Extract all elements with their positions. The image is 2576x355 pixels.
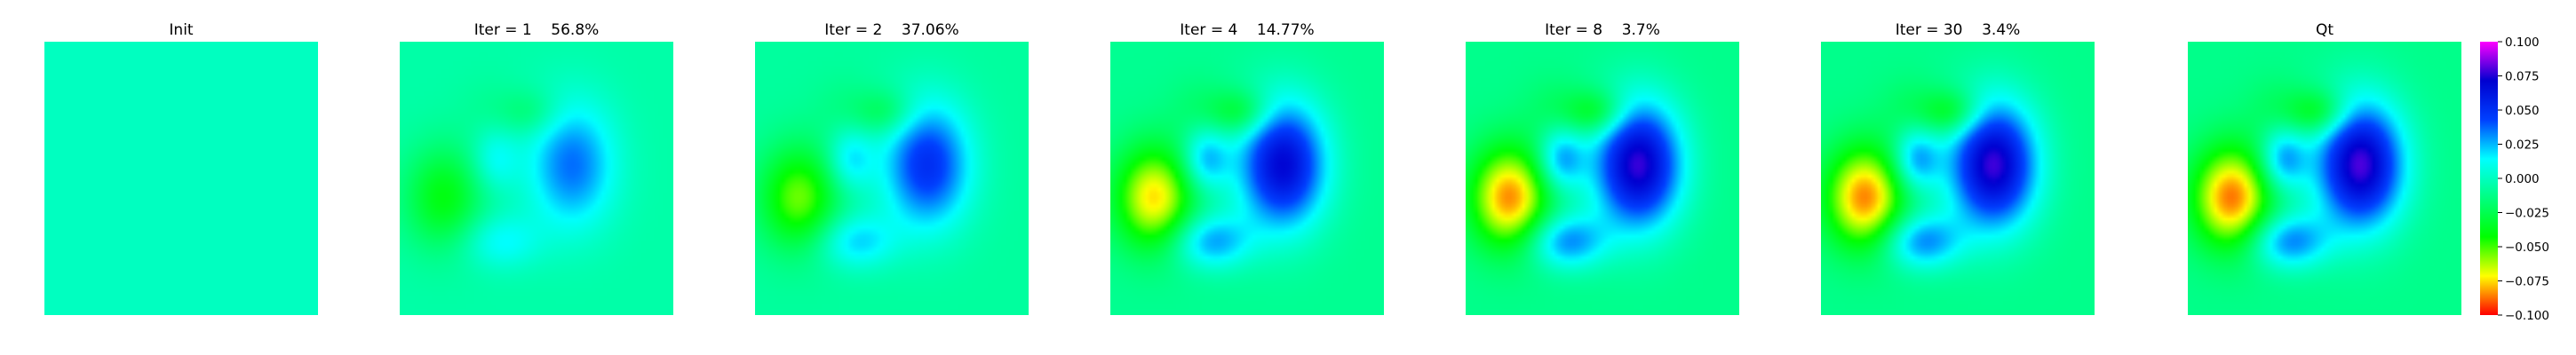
colorbar-tick-label: 0.025	[2505, 138, 2540, 153]
heatmap-panels: Init Iter = 1 56.8% Iter = 2 37.06% Iter = …	[44, 21, 2461, 315]
heatmap-panel: Iter = 4 14.77%	[1110, 21, 1384, 315]
heatmap-panel: Qt	[2188, 21, 2461, 315]
heatmap-image	[1110, 42, 1384, 315]
colorbar-tick-label: −0.100	[2505, 309, 2549, 323]
colorbar: 0.100 0.075 0.050 0.025 0.000 −0.025 −0.050 −0.…	[2480, 36, 2549, 323]
colorbar-tick-label: 0.100	[2505, 36, 2540, 50]
heatmap-panel: Iter = 8 3.7%	[1466, 21, 1739, 315]
colorbar-tick-label: 0.000	[2505, 172, 2540, 186]
heatmap-image	[755, 42, 1029, 315]
panel-title: Iter = 1 56.8%	[474, 21, 600, 39]
panel-title: Iter = 2 37.06%	[824, 21, 958, 39]
colorbar-tick-label: 0.050	[2505, 104, 2540, 118]
panel-title: Init	[169, 21, 194, 39]
heatmap-image	[44, 42, 318, 315]
colorbar-tick-label: 0.075	[2505, 70, 2540, 84]
panel-title: Iter = 8 3.7%	[1545, 21, 1660, 39]
colorbar-tick-label: −0.025	[2505, 207, 2549, 221]
heatmap-panel: Iter = 1 56.8%	[400, 21, 673, 315]
heatmap-image	[2188, 42, 2461, 315]
colorbar-gradient	[2480, 42, 2498, 315]
heatmap-image	[1466, 42, 1739, 315]
heatmap-panel: Init	[44, 21, 318, 315]
colorbar-ticks: 0.100 0.075 0.050 0.025 0.000 −0.025 −0.050 −0.…	[2498, 36, 2549, 323]
colorbar-tick-label: −0.075	[2505, 275, 2549, 289]
heatmap-panel: Iter = 2 37.06%	[755, 21, 1029, 315]
colorbar-tick-label: −0.050	[2505, 241, 2549, 255]
heatmap-panel: Iter = 30 3.4%	[1821, 21, 2095, 315]
heatmap-image	[1821, 42, 2095, 315]
panel-title: Qt	[2316, 21, 2334, 39]
panel-title: Iter = 30 3.4%	[1896, 21, 2021, 39]
panel-title: Iter = 4 14.77%	[1180, 21, 1314, 39]
heatmap-image	[400, 42, 673, 315]
